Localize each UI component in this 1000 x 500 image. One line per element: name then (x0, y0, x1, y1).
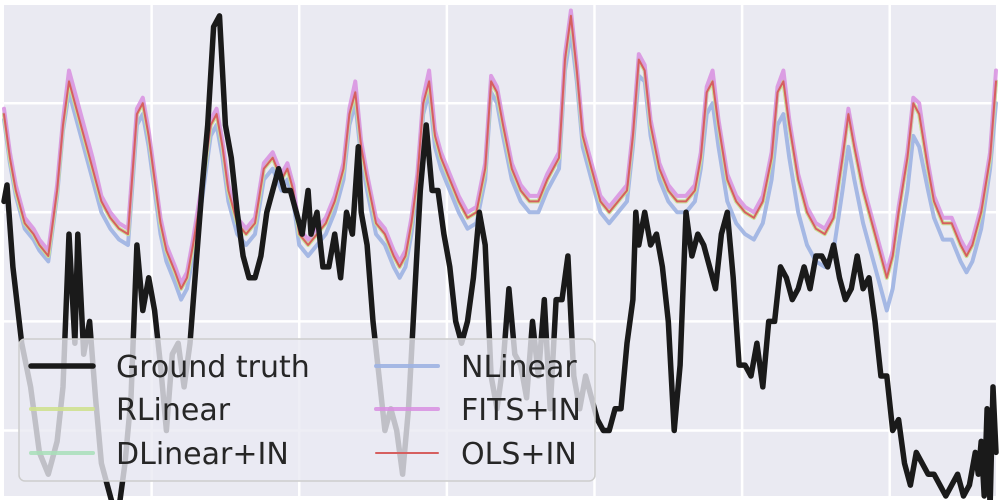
series-line-ols-in (3, 14, 997, 290)
legend-label-fits-in: FITS+IN (461, 393, 581, 428)
legend-label-nlinear: NLinear (461, 350, 577, 385)
legend-frame (18, 338, 596, 482)
legend: Ground truth RLinear DLinear+IN NLinear FITS… (18, 338, 596, 482)
legend-label-rlinear: RLinear (116, 393, 231, 428)
legend-label-ground-truth: Ground truth (116, 350, 310, 385)
legend-label-ols-in: OLS+IN (461, 437, 577, 472)
legend-label-dlinear-in: DLinear+IN (116, 437, 289, 472)
